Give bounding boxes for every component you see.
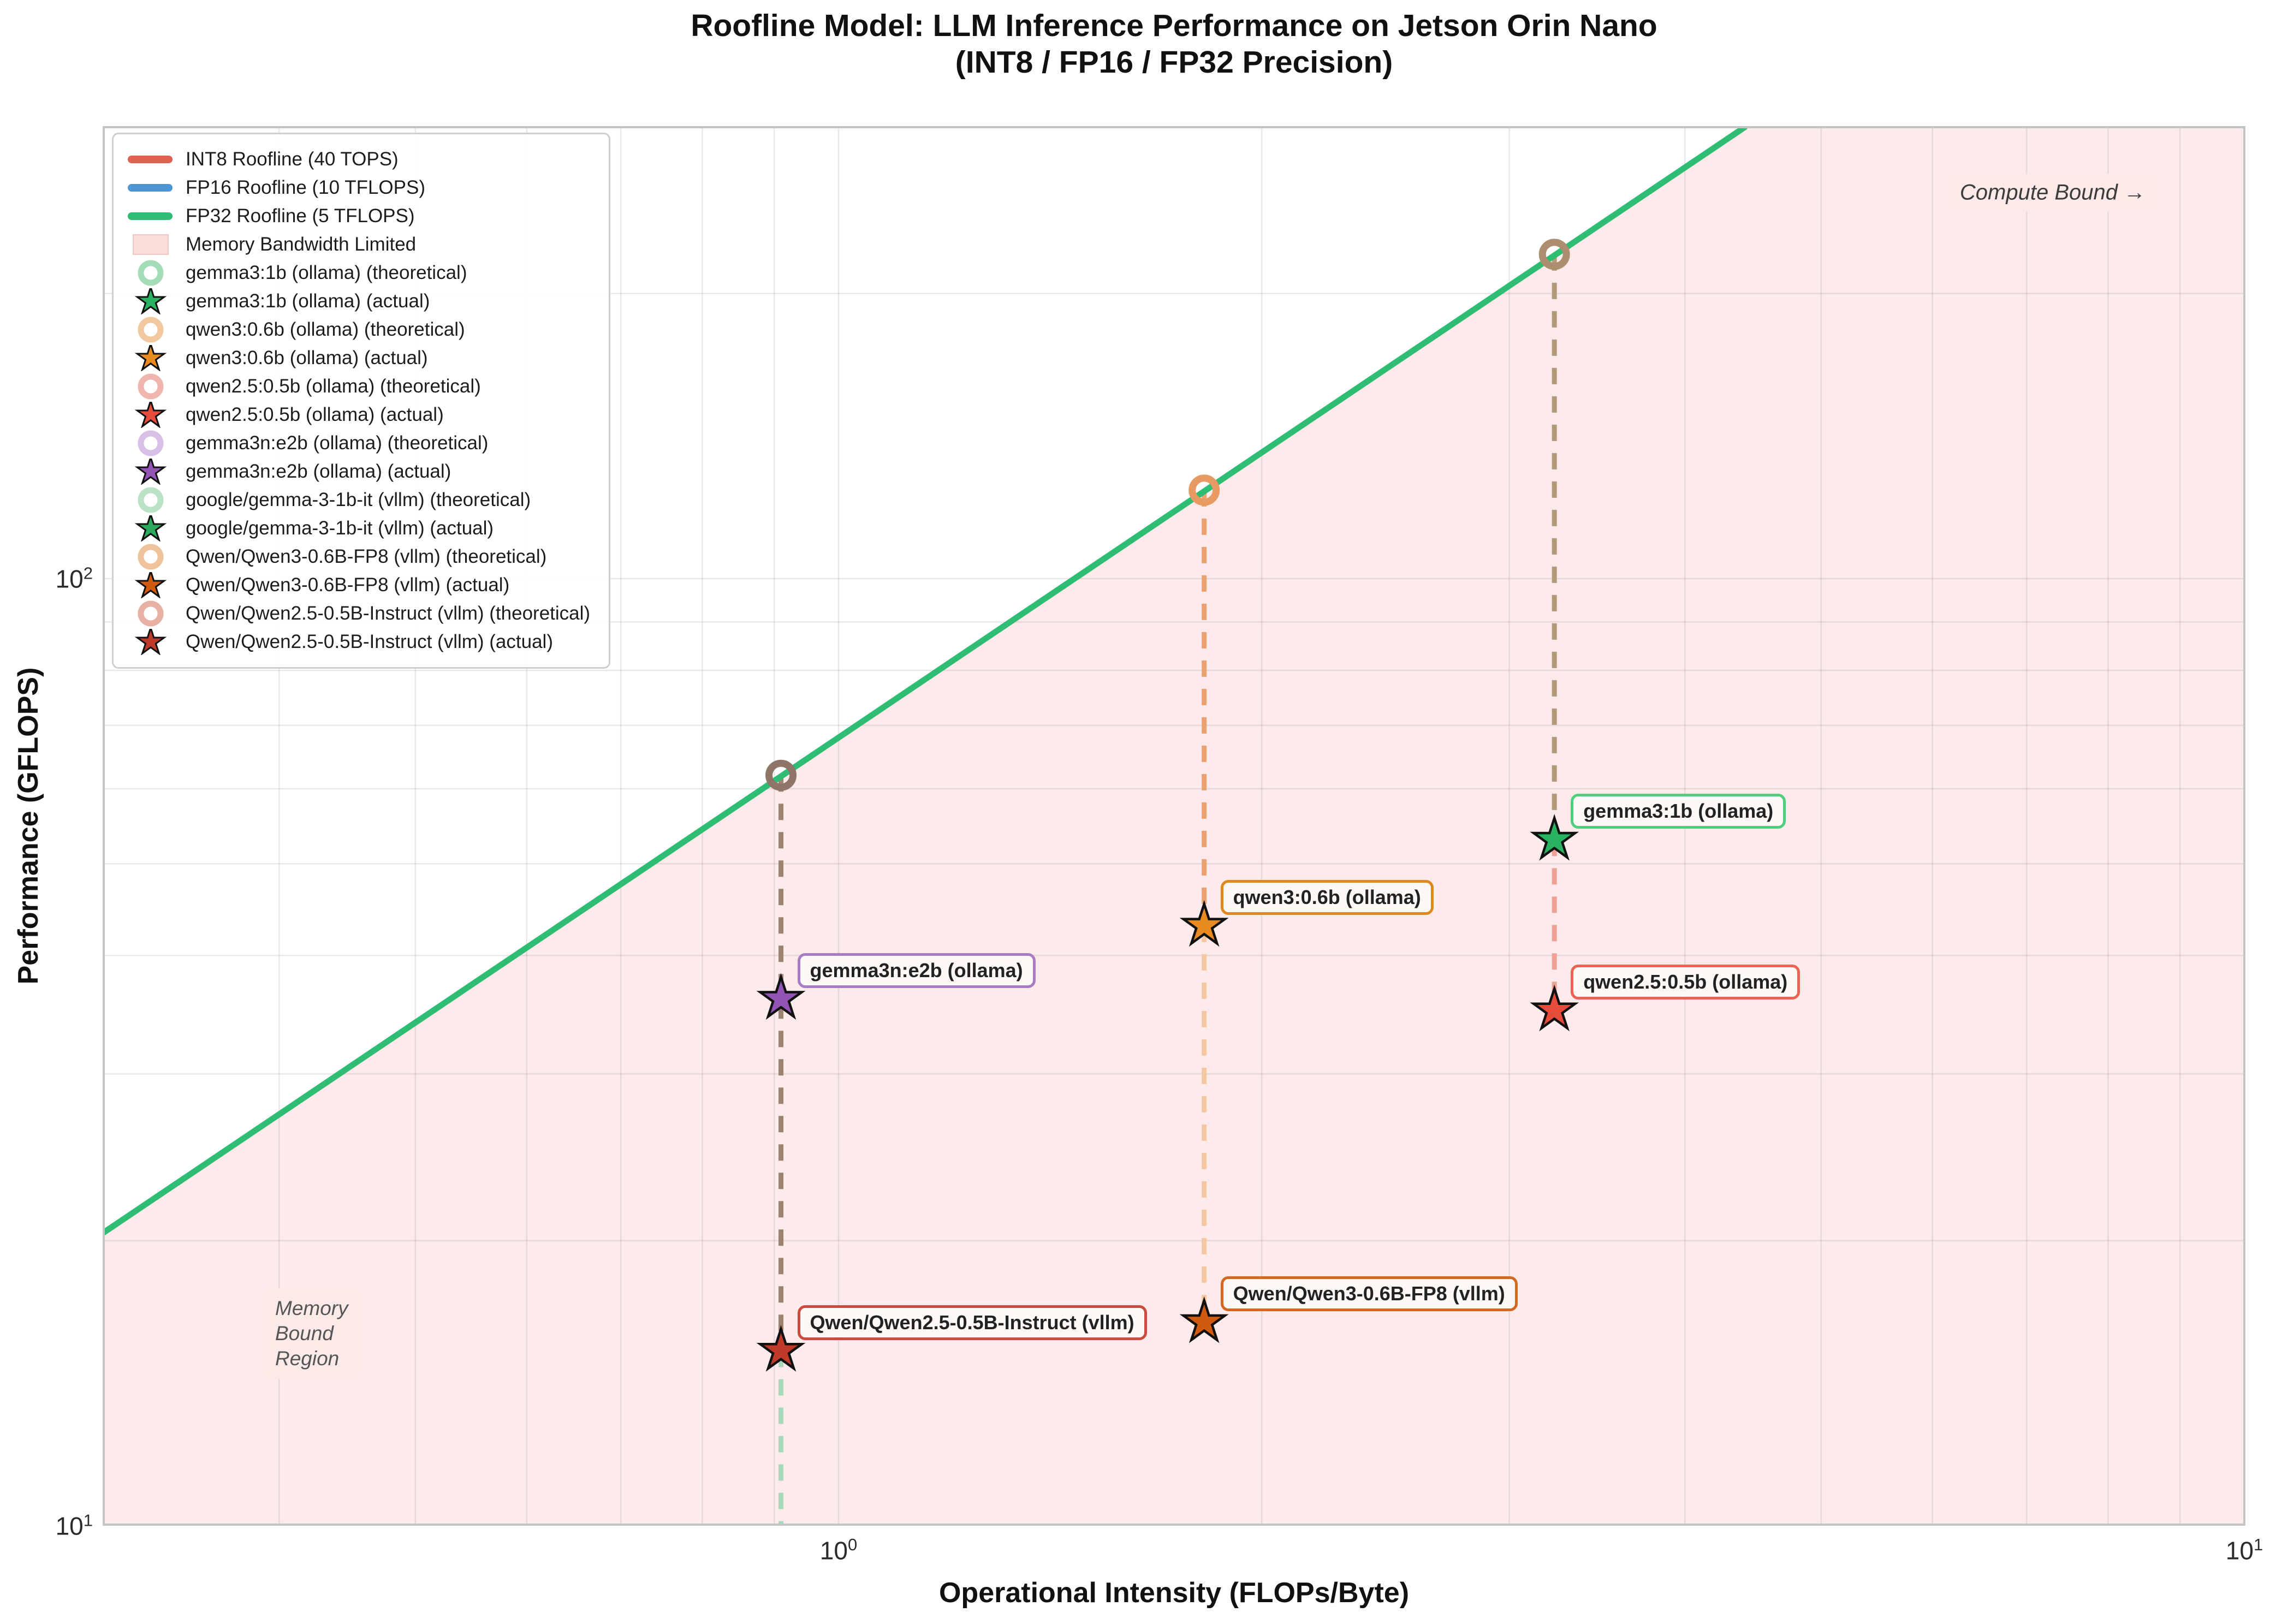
legend-swatch-circle-icon <box>138 430 164 456</box>
legend-item: Qwen/Qwen2.5-0.5B-Instruct (vllm) (theor… <box>126 599 590 628</box>
legend-item: Qwen/Qwen2.5-0.5B-Instruct (vllm) (actua… <box>126 628 590 656</box>
legend-swatch-star-icon <box>134 288 167 314</box>
legend-swatch-line-icon <box>128 156 173 163</box>
model-label: gemma3:1b (ollama) <box>1571 794 1786 829</box>
memory-bound-line1: Memory <box>275 1297 348 1319</box>
actual-point <box>1530 814 1579 861</box>
legend-swatch-patch-icon <box>133 234 169 255</box>
legend-swatch-circle-icon <box>138 600 164 627</box>
legend-swatch-circle-icon <box>138 260 164 286</box>
theoretical-point <box>765 759 797 791</box>
legend-item-label: INT8 Roofline (40 TOPS) <box>186 148 399 170</box>
legend: INT8 Roofline (40 TOPS) FP16 Roofline (10… <box>112 133 611 669</box>
memory-bound-line2: Bound <box>275 1322 334 1345</box>
y-tick-label: 101 <box>55 1510 93 1540</box>
legend-item: Qwen/Qwen3-0.6B-FP8 (vllm) (theoretical) <box>126 543 590 571</box>
legend-swatch-circle-icon <box>138 487 164 513</box>
legend-item-label: Memory Bandwidth Limited <box>186 234 417 255</box>
legend-swatch-star-icon <box>134 572 167 598</box>
model-label: qwen3:0.6b (ollama) <box>1220 879 1434 915</box>
legend-item: qwen3:0.6b (ollama) (actual) <box>126 344 590 372</box>
legend-swatch-circle-icon <box>138 317 164 343</box>
legend-item-label: google/gemma-3-1b-it (vllm) (actual) <box>186 517 494 539</box>
legend-item: qwen2.5:0.5b (ollama) (actual) <box>126 401 590 429</box>
actual-point <box>1179 900 1229 947</box>
y-tick-label: 102 <box>55 563 93 593</box>
memory-bound-label: Memory Bound Region <box>262 1288 361 1379</box>
legend-swatch-star-icon <box>134 345 167 371</box>
legend-item-label: gemma3:1b (ollama) (theoretical) <box>186 262 467 283</box>
legend-item-label: Qwen/Qwen2.5-0.5B-Instruct (vllm) (theor… <box>186 603 591 624</box>
legend-swatch-star-icon <box>134 629 167 655</box>
actual-point <box>756 973 806 1020</box>
legend-item: gemma3:1b (ollama) (theoretical) <box>126 259 590 287</box>
legend-item-label: FP32 Roofline (5 TFLOPS) <box>186 205 415 227</box>
actual-point <box>1179 1296 1229 1343</box>
legend-item: FP32 Roofline (5 TFLOPS) <box>126 202 590 230</box>
legend-swatch-line-icon <box>128 184 173 192</box>
legend-item: google/gemma-3-1b-it (vllm) (theoretical… <box>126 486 590 514</box>
legend-item: Memory Bandwidth Limited <box>126 230 590 259</box>
legend-item-label: qwen2.5:0.5b (ollama) (actual) <box>186 404 444 425</box>
legend-item-label: qwen3:0.6b (ollama) (actual) <box>186 347 428 368</box>
model-label: Qwen/Qwen2.5-0.5B-Instruct (vllm) <box>797 1305 1147 1340</box>
model-label: gemma3n:e2b (ollama) <box>797 953 1036 988</box>
model-label: Qwen/Qwen3-0.6B-FP8 (vllm) <box>1220 1276 1518 1312</box>
legend-item: qwen2.5:0.5b (ollama) (theoretical) <box>126 372 590 401</box>
legend-item-label: gemma3n:e2b (ollama) (actual) <box>186 461 451 482</box>
x-tick-label: 101 <box>2225 1535 2263 1565</box>
memory-bandwidth-region <box>104 127 2244 1525</box>
legend-swatch-circle-icon <box>138 544 164 570</box>
memory-bound-line3: Region <box>275 1347 340 1370</box>
legend-item: INT8 Roofline (40 TOPS) <box>126 145 590 174</box>
legend-swatch-line-icon <box>128 212 173 220</box>
legend-swatch-star-icon <box>134 402 167 428</box>
legend-item-label: gemma3:1b (ollama) (actual) <box>186 290 430 312</box>
legend-item: qwen3:0.6b (ollama) (theoretical) <box>126 316 590 344</box>
roofline-line <box>104 127 1748 1236</box>
chart-title-line2: (INT8 / FP16 / FP32 Precision) <box>955 45 1393 80</box>
legend-item-label: google/gemma-3-1b-it (vllm) (theoretical… <box>186 489 531 510</box>
theoretical-point <box>1538 239 1570 270</box>
chart-title-line1: Roofline Model: LLM Inference Performanc… <box>691 8 1657 43</box>
actual-point <box>1530 984 1579 1032</box>
legend-item-label: Qwen/Qwen2.5-0.5B-Instruct (vllm) (actua… <box>186 631 553 652</box>
compute-bound-label: Compute Bound → <box>1945 174 2160 212</box>
chart-title: Roofline Model: LLM Inference Performanc… <box>104 8 2244 81</box>
legend-item: gemma3n:e2b (ollama) (theoretical) <box>126 429 590 457</box>
legend-swatch-star-icon <box>134 459 167 485</box>
legend-item: Qwen/Qwen3-0.6B-FP8 (vllm) (actual) <box>126 571 590 599</box>
model-label: qwen2.5:0.5b (ollama) <box>1571 965 1800 1000</box>
legend-item: google/gemma-3-1b-it (vllm) (actual) <box>126 514 590 543</box>
legend-item-label: FP16 Roofline (10 TFLOPS) <box>186 177 425 198</box>
legend-swatch-circle-icon <box>138 373 164 400</box>
theoretical-point <box>1188 474 1220 506</box>
legend-item-label: Qwen/Qwen3-0.6B-FP8 (vllm) (theoretical) <box>186 546 547 567</box>
y-axis-label: Performance (GFLOPS) <box>13 667 44 985</box>
legend-item-label: qwen3:0.6b (ollama) (theoretical) <box>186 319 465 340</box>
x-axis-label: Operational Intensity (FLOPs/Byte) <box>938 1577 1410 1609</box>
legend-swatch-star-icon <box>134 515 167 542</box>
actual-point <box>756 1325 806 1372</box>
legend-item-label: gemma3n:e2b (ollama) (theoretical) <box>186 432 489 454</box>
legend-item: FP16 Roofline (10 TFLOPS) <box>126 174 590 202</box>
legend-item: gemma3n:e2b (ollama) (actual) <box>126 457 590 486</box>
legend-item-label: qwen2.5:0.5b (ollama) (theoretical) <box>186 376 481 397</box>
legend-item-label: Qwen/Qwen3-0.6B-FP8 (vllm) (actual) <box>186 574 510 596</box>
x-tick-label: 100 <box>819 1535 858 1565</box>
plot-border <box>103 126 2245 1526</box>
legend-item: gemma3:1b (ollama) (actual) <box>126 287 590 316</box>
